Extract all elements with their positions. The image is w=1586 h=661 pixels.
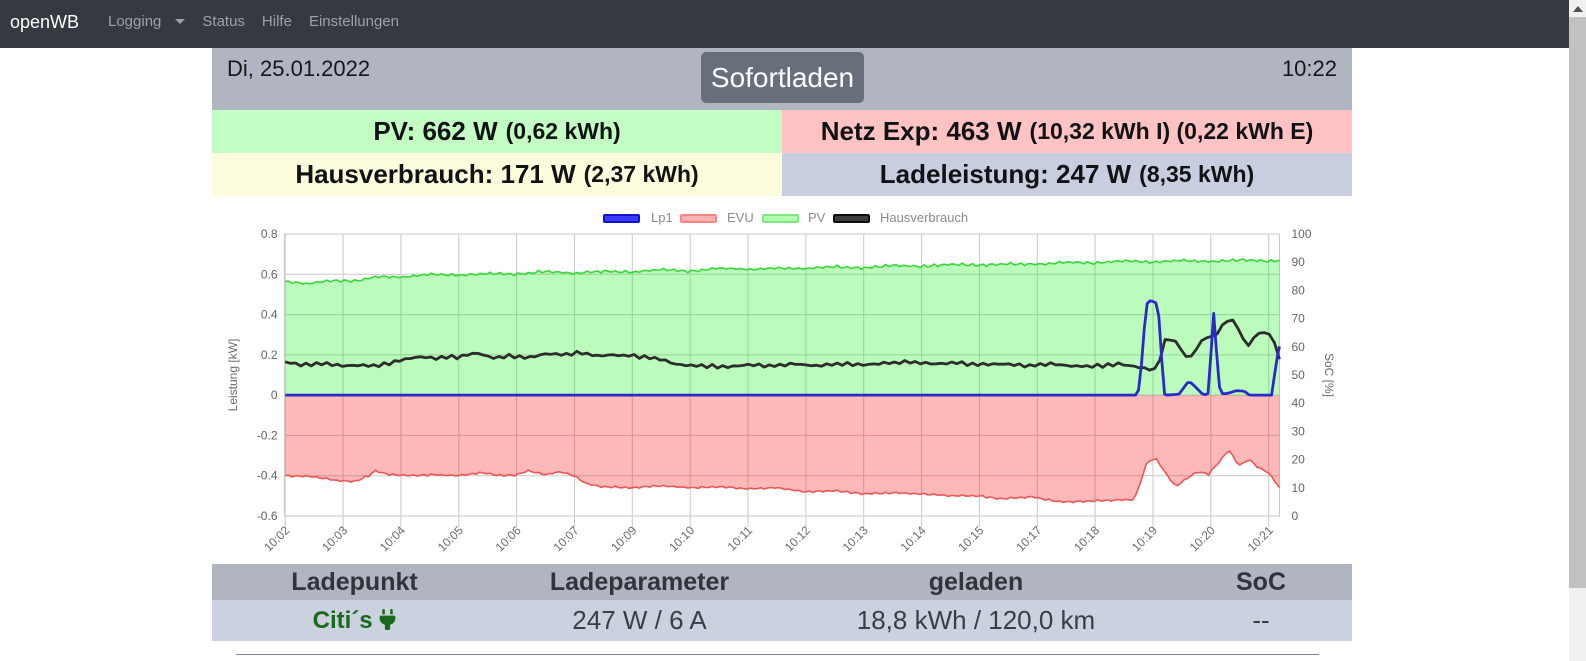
svg-text:10: 10 xyxy=(1292,481,1306,495)
svg-text:40: 40 xyxy=(1292,396,1306,410)
svg-text:50: 50 xyxy=(1292,368,1306,382)
svg-text:0.8: 0.8 xyxy=(261,227,278,241)
svg-text:30: 30 xyxy=(1292,424,1306,438)
svg-text:0: 0 xyxy=(271,388,278,402)
svg-text:80: 80 xyxy=(1292,283,1306,297)
svg-text:60: 60 xyxy=(1292,340,1306,354)
svg-text:90: 90 xyxy=(1292,255,1306,269)
svg-text:70: 70 xyxy=(1292,312,1306,326)
svg-text:0.2: 0.2 xyxy=(261,348,278,362)
svg-text:100: 100 xyxy=(1292,227,1312,241)
svg-text:-0.2: -0.2 xyxy=(257,428,278,442)
svg-text:Leistung [kW]: Leistung [kW] xyxy=(226,339,240,412)
svg-text:0: 0 xyxy=(1292,509,1299,523)
svg-text:20: 20 xyxy=(1292,453,1306,467)
svg-text:-0.6: -0.6 xyxy=(257,509,278,523)
svg-text:SoC [%]: SoC [%] xyxy=(1322,353,1336,397)
svg-text:-0.4: -0.4 xyxy=(257,469,278,483)
svg-text:0.4: 0.4 xyxy=(261,308,278,322)
svg-text:0.6: 0.6 xyxy=(261,267,278,281)
